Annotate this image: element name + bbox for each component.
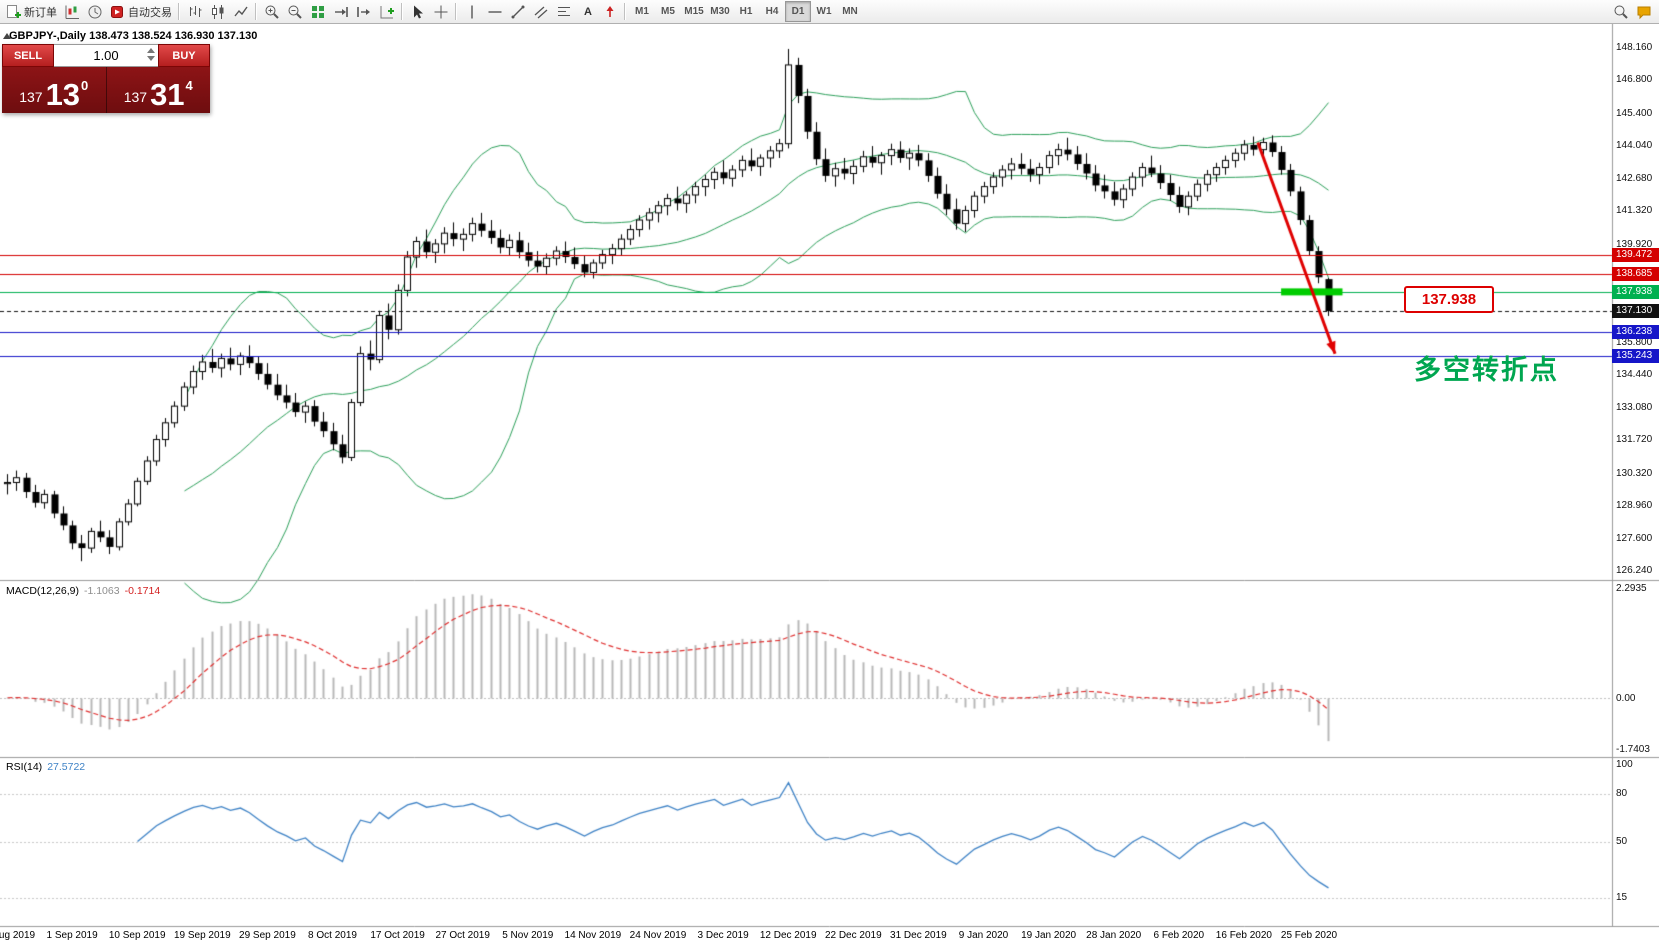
fibonacci-icon — [557, 6, 570, 16]
crosshair-icon — [434, 5, 447, 18]
sell-button[interactable]: SELL — [2, 44, 54, 67]
macd-name: MACD(12,26,9) — [6, 585, 79, 597]
buy-price-pips: 31 — [150, 76, 185, 112]
cursor-button[interactable] — [406, 1, 429, 22]
zoom-out-button[interactable] — [283, 1, 306, 22]
timeframe-group: M1 M5 M15 M30 H1 H4 D1 W1 MN — [629, 1, 863, 22]
search-icon — [1614, 5, 1628, 19]
trade-panel-prices: 137 13 0 137 31 4 — [2, 67, 210, 113]
timeframe-m5-button[interactable]: M5 — [655, 1, 681, 22]
trade-panel-collapse-arrow[interactable] — [3, 33, 11, 39]
timeframe-d1-button[interactable]: D1 — [785, 1, 811, 22]
tile-windows-button[interactable] — [306, 1, 329, 22]
arrows-tool-icon — [606, 5, 613, 17]
indicators-button[interactable] — [375, 1, 398, 22]
rsi-value: 27.5722 — [47, 761, 86, 773]
trendline-tool-button[interactable] — [506, 1, 529, 22]
horizontal-line-icon — [488, 10, 501, 13]
autotrading-icon — [111, 5, 123, 18]
macd-indicator-label: MACD(12,26,9) -1.1063 -0.1714 — [6, 585, 160, 597]
bars-chart-icon — [189, 5, 201, 17]
price-callout-label[interactable]: 137.938 — [1404, 286, 1494, 313]
chart-shift-button[interactable] — [352, 1, 375, 22]
sell-price: 137 13 0 — [2, 67, 107, 113]
chart-type-candles-button[interactable] — [206, 1, 229, 22]
price-axis[interactable] — [1612, 24, 1659, 926]
volume-up-button[interactable] — [147, 48, 155, 53]
chat-bubble-icon — [1637, 6, 1650, 19]
channel-icon — [534, 6, 547, 18]
community-button[interactable] — [1632, 1, 1655, 22]
buy-price-point: 4 — [185, 78, 193, 93]
sell-price-big-figure: 137 — [19, 89, 43, 105]
new-order-icon — [7, 4, 21, 18]
chart-type-line-button[interactable] — [229, 1, 252, 22]
navigator-button[interactable] — [83, 1, 106, 22]
tile-windows-icon — [311, 5, 324, 18]
volume-value: 1.00 — [93, 48, 119, 63]
line-chart-icon — [233, 6, 248, 16]
charts-window-button[interactable] — [60, 1, 83, 22]
volume-field[interactable]: 1.00 — [54, 44, 158, 67]
chart-title: GBPJPY-,Daily 138.473 138.524 136.930 13… — [9, 30, 258, 42]
buy-price: 137 31 4 — [107, 67, 211, 113]
chart-shift-icon — [356, 6, 370, 17]
auto-scroll-icon — [334, 6, 348, 17]
search-button[interactable] — [1609, 1, 1632, 22]
macd-signal-value: -0.1714 — [124, 585, 161, 597]
volume-down-button[interactable] — [147, 56, 155, 61]
vertical-line-icon — [470, 5, 473, 18]
one-click-trading-panel: SELL 1.00 BUY 137 13 0 137 31 4 — [2, 44, 210, 113]
arrows-tool-button[interactable] — [598, 1, 621, 22]
timeframe-m1-button[interactable]: M1 — [629, 1, 655, 22]
rsi-indicator-label: RSI(14) 27.5722 — [6, 761, 85, 773]
buy-button[interactable]: BUY — [158, 44, 210, 67]
rsi-name: RSI(14) — [6, 761, 43, 773]
chart-window-icon — [65, 5, 79, 19]
timeframe-m15-button[interactable]: M15 — [681, 1, 707, 22]
new-order-label: 新订单 — [24, 6, 57, 19]
cursor-icon — [413, 5, 423, 18]
turning-point-note[interactable]: 多空转折点 — [1414, 355, 1559, 385]
main-toolbar: 新订单 自动交易 — [0, 0, 1659, 24]
text-tool-icon: A — [584, 5, 592, 18]
sell-price-point: 0 — [81, 78, 89, 93]
trendline-icon — [511, 5, 524, 18]
sell-price-pips: 13 — [45, 76, 81, 112]
toolbar-separator — [401, 3, 403, 20]
zoom-in-icon — [265, 5, 279, 19]
zoom-in-button[interactable] — [260, 1, 283, 22]
auto-scroll-button[interactable] — [329, 1, 352, 22]
autotrading-button[interactable]: 自动交易 — [106, 1, 175, 22]
new-order-button[interactable]: 新订单 — [2, 1, 60, 22]
toolbar-separator — [624, 3, 626, 20]
channel-tool-button[interactable] — [529, 1, 552, 22]
timeframe-w1-button[interactable]: W1 — [811, 1, 837, 22]
autotrading-label: 自动交易 — [128, 6, 172, 19]
crosshair-button[interactable] — [429, 1, 452, 22]
zoom-out-icon — [288, 5, 302, 19]
text-tool-button[interactable]: A — [575, 1, 598, 22]
chart-canvas[interactable] — [0, 24, 1659, 947]
date-axis[interactable] — [0, 927, 1612, 947]
buy-price-big-figure: 137 — [123, 89, 148, 105]
horizontal-line-tool-button[interactable] — [483, 1, 506, 22]
timeframe-m30-button[interactable]: M30 — [707, 1, 733, 22]
toolbar-separator — [455, 3, 457, 20]
navigator-icon — [88, 5, 101, 18]
trade-panel-controls: SELL 1.00 BUY — [2, 44, 210, 67]
macd-value: -1.1063 — [83, 585, 120, 597]
timeframe-h1-button[interactable]: H1 — [733, 1, 759, 22]
timeframe-h4-button[interactable]: H4 — [759, 1, 785, 22]
toolbar-separator — [178, 3, 180, 20]
timeframe-mn-button[interactable]: MN — [837, 1, 863, 22]
vertical-line-tool-button[interactable] — [460, 1, 483, 22]
volume-spinner — [147, 48, 155, 61]
candles-chart-icon — [211, 4, 223, 19]
fibonacci-tool-button[interactable] — [552, 1, 575, 22]
indicators-icon — [380, 5, 394, 18]
chart-type-bars-button[interactable] — [183, 1, 206, 22]
toolbar-separator — [255, 3, 257, 20]
